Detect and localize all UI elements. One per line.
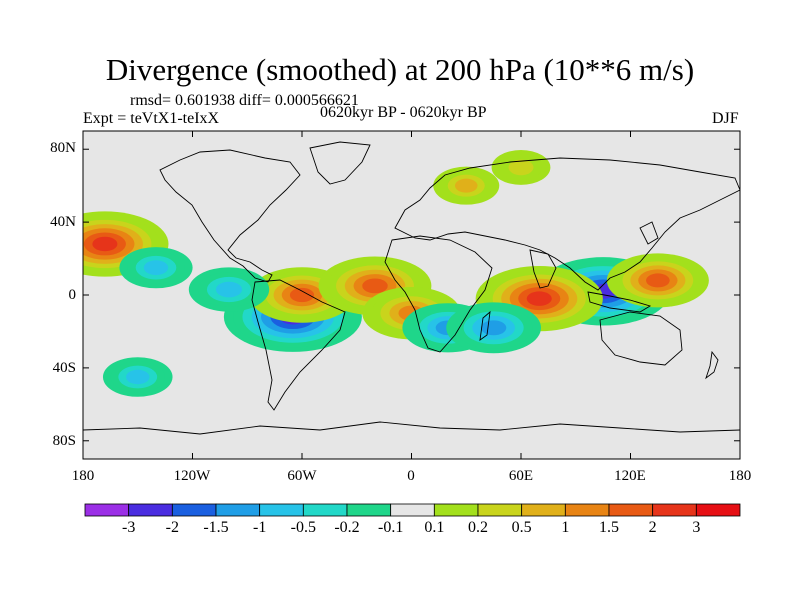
period-label: 0620kyr BP - 0620kyr BP: [320, 104, 487, 121]
lat-label-80n: 80N: [50, 140, 76, 156]
contour-southern-ocean-min-3: [126, 369, 150, 385]
lat-label-40n: 40N: [50, 214, 76, 230]
lon-label-0: 0: [407, 468, 415, 484]
colorbar-label-12: 2: [648, 519, 657, 536]
lat-label-80s: 80S: [52, 433, 76, 449]
contour-central-pacific-max-6: [92, 236, 118, 252]
colorbar-swatch-8: [433, 503, 479, 517]
lon-label-60w: 60W: [287, 468, 317, 484]
contour-tropical-band-min-3: [215, 281, 243, 298]
colorbar-swatch-4: [259, 503, 304, 517]
colorbar-swatch-0: [84, 503, 130, 517]
field-west-pacific-max: [606, 253, 709, 308]
colorbar-swatch-5: [302, 503, 348, 517]
colorbar-swatch-14: [695, 503, 741, 517]
contour-south-america-max-5: [289, 287, 315, 303]
colorbar: [84, 503, 741, 517]
colorbar-label-8: 0.2: [468, 519, 488, 536]
lon-label-60e: 60E: [508, 468, 534, 484]
contour-west-pacific-max-5: [646, 273, 670, 288]
contour-siberia-max-3: [455, 178, 478, 193]
lat-label-40s: 40S: [52, 360, 76, 376]
colorbar-swatch-6: [346, 503, 392, 517]
colorbar-swatch-3: [215, 503, 261, 517]
colorbar-label-0: -3: [121, 519, 136, 536]
colorbar-label-2: -1.5: [203, 519, 229, 536]
contour-north-pacific-min-3: [143, 260, 169, 276]
lon-label-120e: 120E: [614, 468, 646, 484]
colorbar-label-6: -0.1: [377, 519, 404, 536]
colorbar-swatch-11: [564, 503, 610, 517]
divergence-field: [83, 131, 740, 459]
colorbar-label-5: -0.2: [334, 519, 360, 536]
colorbar-label-1: -2: [165, 519, 179, 536]
field-siberia-max: [433, 166, 500, 205]
season-label: DJF: [712, 110, 739, 127]
stats-line: rmsd= 0.601938 diff= 0.000566621: [130, 92, 359, 109]
field-tropical-band-min: [188, 267, 270, 312]
contour-atlantic-max-5: [362, 278, 388, 294]
colorbar-label-9: 0.5: [511, 519, 532, 536]
lon-label-120w: 120W: [173, 468, 211, 484]
contour-arctic-band-2: [508, 159, 534, 176]
lon-label-180e: 180: [728, 468, 752, 484]
colorbar-label-10: 1: [561, 519, 570, 536]
coastlines: [83, 141, 740, 435]
colorbar-swatch-1: [128, 503, 173, 517]
field-north-pacific-min: [119, 247, 193, 289]
colorbar-label-3: -1: [252, 519, 267, 536]
colorbar-label-13: 3: [692, 519, 701, 536]
colorbar-swatch-13: [652, 503, 697, 517]
contour-indian-min-4: [480, 320, 507, 336]
colorbar-swatch-2: [171, 503, 217, 517]
chart-title: Divergence (smoothed) at 200 hPa (10**6 …: [105, 52, 695, 87]
lat-label-eq: 0: [68, 287, 77, 303]
colorbar-swatch-7: [390, 503, 435, 517]
colorbar-label-4: -0.5: [290, 519, 316, 536]
colorbar-label-7: 0.1: [424, 519, 445, 536]
experiment-label: Expt = teVtX1-teIxX: [83, 110, 220, 127]
colorbar-swatch-9: [477, 503, 523, 517]
field-indian-min: [446, 302, 542, 354]
colorbar-label-11: 1.5: [599, 519, 619, 536]
lon-label-180w: 180: [71, 468, 95, 484]
field-southern-ocean-min: [102, 357, 173, 397]
field-arctic-band: [491, 150, 551, 185]
contour-indian-ocean-max-6: [526, 291, 552, 306]
axis-ticks: [82, 131, 741, 459]
colorbar-swatch-10: [521, 503, 566, 517]
colorbar-swatch-12: [608, 503, 654, 517]
